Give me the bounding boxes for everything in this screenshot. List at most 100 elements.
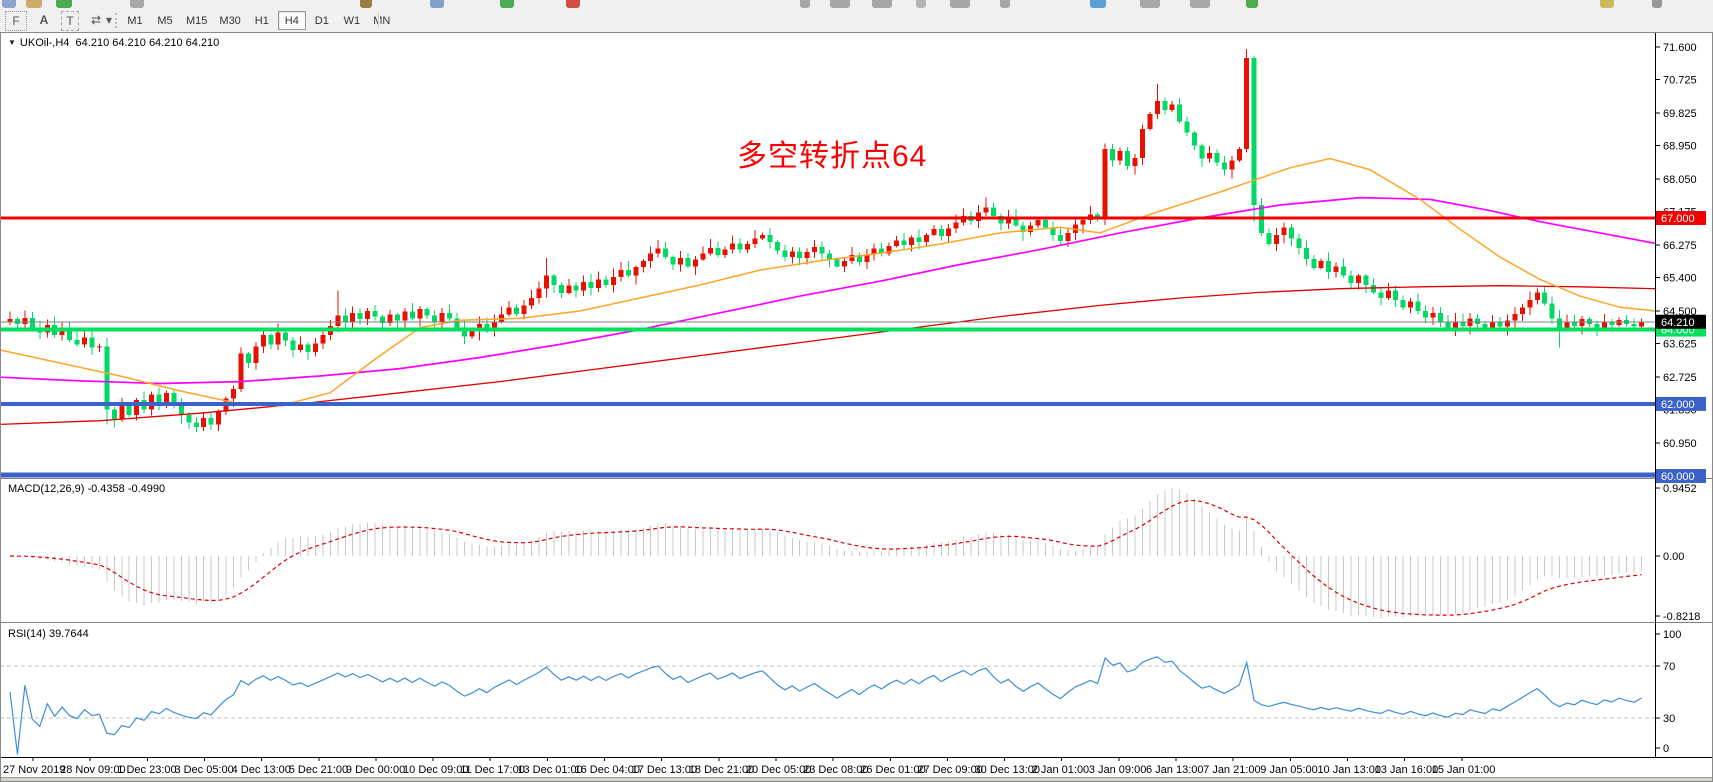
clipped-toolbar-icon[interactable]: [360, 0, 372, 8]
clipped-toolbar-icon[interactable]: [800, 0, 810, 8]
clipped-toolbar-icon[interactable]: [26, 0, 42, 8]
clipped-toolbar-icon[interactable]: [872, 0, 892, 8]
chart-window[interactable]: 71.60070.72569.82568.95068.05067.17566.2…: [0, 32, 1713, 782]
price-level-label: [1656, 314, 1706, 329]
clipped-toolbar-icon[interactable]: [1652, 0, 1662, 8]
axis-label: 27 Dec 09:00: [917, 764, 982, 776]
horizontal-level-lines[interactable]: [0, 216, 1655, 478]
axis-label: 4 Dec 13:00: [232, 764, 291, 776]
price-level-label: [1656, 396, 1706, 411]
chart-title-text: UKOil-,H4 64.210 64.210 64.210 64.210: [19, 37, 220, 49]
axis-label: 5 Dec 21:00: [289, 764, 348, 776]
clipped-toolbar-icon[interactable]: [1190, 0, 1210, 8]
clipped-toolbar-icon[interactable]: [566, 0, 580, 8]
axis-label: 9 Jan 05:00: [1260, 764, 1318, 776]
axis-label: 3 Dec 05:00: [174, 764, 233, 776]
clipped-toolbar-icon[interactable]: [830, 0, 850, 8]
price-level-label: [1656, 469, 1706, 483]
clipped-toolbar-icon[interactable]: [2, 0, 16, 8]
clipped-toolbar-icon[interactable]: [56, 0, 72, 8]
timeframe-buttons: M1 M5 M15 M30 H1 H4 D1 W1 MN: [120, 11, 397, 31]
clipped-toolbar-icon[interactable]: [130, 0, 144, 8]
chart-symbol-arrow-icon[interactable]: ▼: [8, 38, 16, 47]
axis-label: 64.210: [1661, 317, 1695, 329]
timeframe-button-m30[interactable]: M30: [219, 15, 241, 27]
clipped-toolbar-icon[interactable]: [1000, 0, 1010, 8]
moving-average-line: [0, 196, 1656, 385]
axis-label: 71.600: [1663, 42, 1697, 54]
axis-label: 7 Jan 21:00: [1203, 764, 1261, 776]
clipped-toolbar-icon[interactable]: [1600, 0, 1614, 8]
axis-label: 20 Dec 05:00: [746, 764, 811, 776]
axis-label: 1 Dec 23:00: [117, 764, 176, 776]
axis-label: 0.00: [1663, 551, 1684, 563]
axis-label: 2 Jan 01:00: [1032, 764, 1090, 776]
axis-label: 28 Nov 09:00: [60, 764, 125, 776]
timeframe-button-m5[interactable]: M5: [157, 15, 173, 27]
axis-label: 70.725: [1663, 75, 1697, 87]
axis-label: 16 Dec 04:00: [575, 764, 640, 776]
axis-label: 63.625: [1663, 339, 1697, 351]
axis-label: 60.950: [1663, 438, 1697, 450]
axis-label: 18 Dec 21:00: [689, 764, 754, 776]
axis-label: 68.050: [1663, 174, 1697, 186]
timeframe-button-mn[interactable]: MN: [373, 15, 391, 27]
axis-label: 10 Dec 09:00: [403, 764, 468, 776]
axis-label: 60.000: [1661, 471, 1695, 483]
timeframe-button-m1[interactable]: M1: [127, 15, 143, 27]
axis-label: 27 Nov 2019: [3, 764, 65, 776]
clipped-toolbar-icon[interactable]: [1090, 0, 1106, 8]
axis-label: 30 Dec 13:00: [975, 764, 1040, 776]
toolbar: F A T ⇄ ▾ M1 M5 M15 M30 H1 H4 D1 W1 MN: [0, 10, 1713, 33]
axis-label: 13 Dec 01:00: [517, 764, 582, 776]
axis-label: 70: [1663, 661, 1675, 673]
chart-canvas[interactable]: 71.60070.72569.82568.95068.05067.17566.2…: [0, 32, 1713, 782]
axis-label: 9 Dec 00:00: [346, 764, 405, 776]
rsi-line: [9, 656, 1642, 755]
macd-signal-line: [9, 499, 1642, 616]
clipped-toolbar-icon[interactable]: [430, 0, 444, 8]
axis-label: 30: [1663, 713, 1675, 725]
clipped-toolbar-icon[interactable]: [1140, 0, 1160, 8]
price-axis: 71.60070.72569.82568.95068.05067.17566.2…: [1655, 42, 1706, 755]
clipped-toolbar-icon[interactable]: [916, 0, 926, 8]
axis-label: 67.000: [1661, 213, 1695, 225]
price-level-label: [1656, 211, 1706, 226]
axis-label: 65.400: [1663, 273, 1697, 285]
axis-label: -0.8218: [1663, 611, 1700, 623]
axis-label: 6 Jan 13:00: [1146, 764, 1204, 776]
axis-label: 15 Jan 01:00: [1432, 764, 1496, 776]
text-box-icon[interactable]: T: [61, 11, 79, 31]
chart-annotation-text[interactable]: 多空转折点64: [737, 140, 928, 173]
timeframe-button-m15[interactable]: M15: [186, 15, 208, 27]
arrange-arrows-icon[interactable]: ⇄: [90, 13, 102, 27]
chart-title: ▼ UKOil-,H4 64.210 64.210 64.210 64.210: [8, 37, 219, 49]
timeframe-button-h1[interactable]: H1: [254, 15, 269, 27]
axis-label: 62.000: [1661, 399, 1695, 411]
text-label-icon[interactable]: A: [39, 13, 49, 27]
timeframe-button-h4[interactable]: H4: [277, 11, 306, 30]
timeframe-button-w1[interactable]: W1: [343, 15, 361, 27]
axis-label: 3 Jan 09:00: [1089, 764, 1147, 776]
toolbar-drag-handle[interactable]: [115, 13, 119, 28]
axis-label: 0.9452: [1663, 483, 1697, 495]
snap-grid-icon[interactable]: F: [5, 11, 27, 31]
axis-label: 0: [1663, 743, 1669, 755]
axis-label: 100: [1663, 629, 1681, 641]
clipped-toolbar-icon[interactable]: [1246, 0, 1258, 8]
toolbar-separator: [378, 12, 380, 28]
macd-indicator-label: MACD(12,26,9) -0.4358 -0.4990: [8, 483, 166, 495]
candlesticks[interactable]: [7, 48, 1645, 432]
axis-label: 17 Dec 13:00: [632, 764, 697, 776]
chevron-down-icon[interactable]: ▾: [105, 13, 113, 27]
timeframe-button-d1[interactable]: D1: [314, 15, 329, 27]
axis-label: 11 Dec 17:00: [460, 764, 525, 776]
axis-label: 23 Dec 08:00: [803, 764, 868, 776]
axis-label: 69.825: [1663, 108, 1697, 120]
axis-label: 62.725: [1663, 372, 1697, 384]
clipped-toolbar-icon[interactable]: [950, 0, 970, 8]
axis-label: 68.950: [1663, 141, 1697, 153]
clipped-toolbar-icon[interactable]: [500, 0, 514, 8]
axis-label: 26 Dec 01:00: [860, 764, 925, 776]
